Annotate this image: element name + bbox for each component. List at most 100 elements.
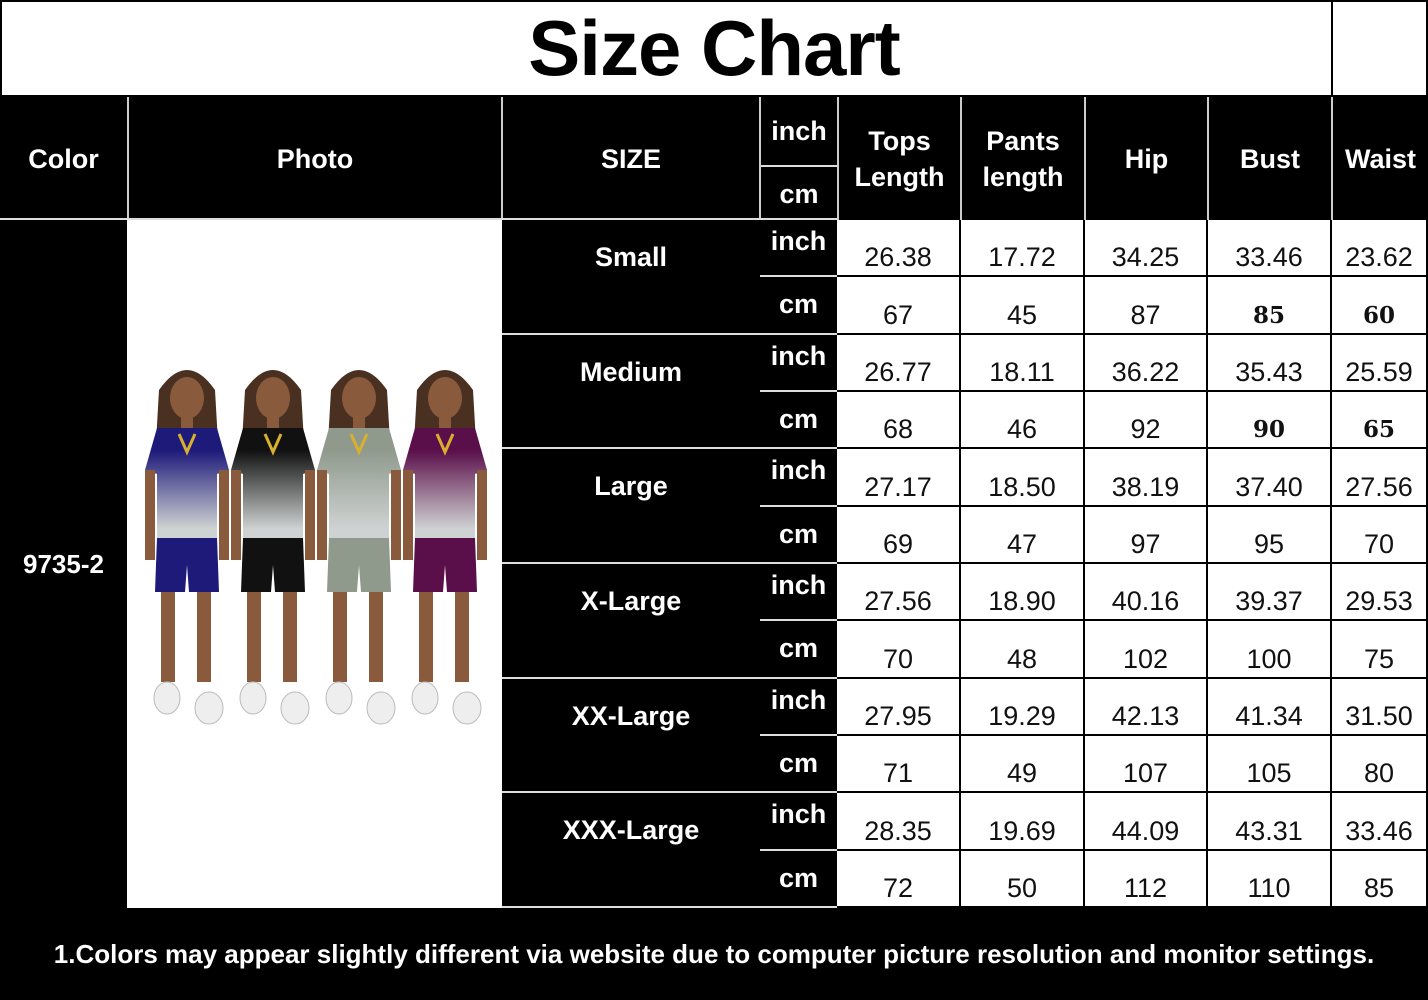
measurement-cell: 26.38 [837, 220, 961, 278]
measurement-cell: 112 [1085, 850, 1208, 908]
measurement-cell: 41.34 [1208, 678, 1332, 736]
divider [1207, 97, 1209, 220]
measurement-cell: 49 [961, 735, 1085, 794]
size-label: Medium [502, 334, 760, 450]
measurement-cell: 46 [961, 391, 1085, 450]
unit-inch: inch [760, 334, 837, 392]
measurement-cell: 85 [1332, 850, 1428, 908]
measurement-cell: 27.56 [1332, 449, 1428, 507]
unit-inch: inch [760, 449, 837, 507]
model-figure [317, 370, 401, 725]
divider [837, 97, 839, 220]
model-figure [145, 370, 229, 725]
divider [759, 97, 761, 220]
unit-inch: inch [760, 220, 837, 278]
measurement-cell: 67 [837, 277, 961, 335]
unit-cm: cm [760, 391, 837, 450]
measurement-cell: 105 [1208, 735, 1332, 794]
measurement-cell: 60 [1332, 277, 1428, 335]
header-bust: Bust [1209, 97, 1331, 220]
measurement-cell: 87 [1085, 277, 1208, 335]
measurement-cell: 18.11 [961, 334, 1085, 392]
header-pants-length: Pants length [962, 97, 1084, 220]
header-inch: inch [761, 97, 837, 167]
measurement-cell: 26.77 [837, 334, 961, 392]
measurement-cell: 37.40 [1208, 449, 1332, 507]
measurement-cell: 102 [1085, 621, 1208, 679]
header-tops-length: Tops Length [839, 97, 960, 220]
measurement-cell: 19.29 [961, 678, 1085, 736]
header-color: Color [0, 97, 127, 220]
unit-cm: cm [760, 506, 837, 564]
divider [127, 97, 129, 220]
measurement-cell: 27.95 [837, 678, 961, 736]
measurement-cell: 68 [837, 391, 961, 450]
size-label: Large [502, 449, 760, 564]
measurement-cell: 19.69 [961, 793, 1085, 851]
measurement-cell: 72 [837, 850, 961, 908]
measurement-cell: 47 [961, 506, 1085, 564]
measurement-cell: 48 [961, 621, 1085, 679]
measurement-cell: 27.17 [837, 449, 961, 507]
header-photo: Photo [129, 97, 501, 220]
measurement-cell: 97 [1085, 506, 1208, 564]
measurement-cell: 31.50 [1332, 678, 1428, 736]
measurement-cell: 43.31 [1208, 793, 1332, 851]
divider [1084, 97, 1086, 220]
measurement-cell: 100 [1208, 621, 1332, 679]
measurement-cell: 92 [1085, 391, 1208, 450]
measurement-cell: 90 [1208, 391, 1332, 450]
measurement-cell: 65 [1332, 391, 1428, 450]
size-label: XX-Large [502, 678, 760, 794]
measurement-cell: 85 [1208, 277, 1332, 335]
measurement-cell: 39.37 [1208, 563, 1332, 622]
measurement-cell: 18.50 [961, 449, 1085, 507]
divider [1331, 0, 1333, 97]
measurement-cell: 33.46 [1208, 220, 1332, 278]
measurement-cell: 45 [961, 277, 1085, 335]
unit-cm: cm [760, 850, 837, 908]
unit-inch: inch [760, 793, 837, 851]
size-label: XXX-Large [502, 793, 760, 908]
product-photo [127, 220, 502, 908]
footer-note: 1.Colors may appear slightly different v… [53, 938, 1375, 969]
header-hip: Hip [1086, 97, 1207, 220]
measurement-cell: 71 [837, 735, 961, 794]
header-cm: cm [761, 167, 837, 220]
page-title: Size Chart [0, 0, 1428, 97]
measurement-cell: 50 [961, 850, 1085, 908]
measurement-cell: 27.56 [837, 563, 961, 622]
unit-cm: cm [760, 735, 837, 794]
model-figure [231, 370, 315, 725]
measurement-cell: 18.90 [961, 563, 1085, 622]
measurement-cell: 70 [837, 621, 961, 679]
models-illustration [145, 370, 487, 725]
model-figure [403, 370, 487, 725]
measurement-cell: 29.53 [1332, 563, 1428, 622]
measurement-cell: 28.35 [837, 793, 961, 851]
size-label: X-Large [502, 563, 760, 679]
divider [960, 97, 962, 220]
measurement-cell: 34.25 [1085, 220, 1208, 278]
measurement-cell: 44.09 [1085, 793, 1208, 851]
measurement-cell: 36.22 [1085, 334, 1208, 392]
measurement-cell: 70 [1332, 506, 1428, 564]
header-size: SIZE [503, 97, 759, 220]
measurement-cell: 42.13 [1085, 678, 1208, 736]
unit-cm: cm [760, 621, 837, 679]
measurement-cell: 75 [1332, 621, 1428, 679]
divider [0, 218, 837, 220]
measurement-cell: 69 [837, 506, 961, 564]
measurement-cell: 23.62 [1332, 220, 1428, 278]
measurement-cell: 25.59 [1332, 334, 1428, 392]
size-label: Small [502, 220, 760, 335]
measurement-cell: 95 [1208, 506, 1332, 564]
header-waist: Waist [1333, 97, 1428, 220]
divider [501, 97, 503, 220]
measurement-cell: 17.72 [961, 220, 1085, 278]
color-code: 9735-2 [23, 548, 104, 579]
unit-inch: inch [760, 563, 837, 622]
measurement-cell: 110 [1208, 850, 1332, 908]
unit-inch: inch [760, 678, 837, 736]
measurement-cell: 38.19 [1085, 449, 1208, 507]
